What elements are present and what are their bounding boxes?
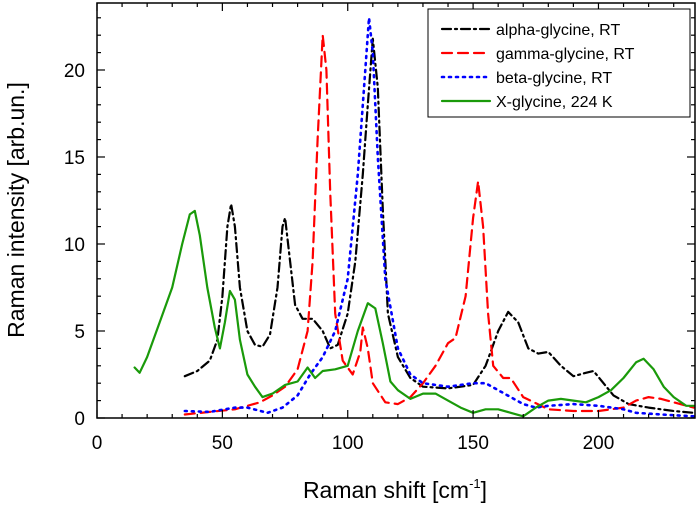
plot-frame bbox=[96, 2, 696, 419]
x-tick-label: 150 bbox=[457, 433, 489, 454]
legend-box bbox=[427, 8, 691, 118]
y-tick-label: 5 bbox=[74, 322, 85, 343]
ticks-layer: 0 50 100 150 200 0 5 10 15 20 bbox=[64, 3, 695, 454]
x-axis-title-close: ] bbox=[481, 477, 487, 503]
y-tick-label: 0 bbox=[74, 409, 85, 430]
x-tick-label: 0 bbox=[92, 433, 103, 454]
series-layer bbox=[133, 16, 695, 418]
x-axis-title-main: Raman shift [cm bbox=[303, 477, 469, 503]
x-tick-label: 50 bbox=[212, 433, 233, 454]
x-axis-title-sup: -1 bbox=[469, 476, 481, 491]
x-tick-label: 100 bbox=[332, 433, 364, 454]
y-axis-title: Raman intensity [arb.un.] bbox=[3, 82, 29, 338]
y-tick-label: 10 bbox=[64, 235, 85, 256]
legend-label-0: alpha-glycine, RT bbox=[496, 22, 620, 39]
legend-label-3: X-glycine, 224 K bbox=[496, 94, 613, 111]
y-tick-label: 15 bbox=[64, 148, 85, 169]
legend: alpha-glycine, RT gamma-glycine, RT beta-g… bbox=[427, 8, 691, 118]
series-line-3 bbox=[133, 209, 695, 418]
x-tick-label: 200 bbox=[583, 433, 615, 454]
x-axis-title: Raman shift [cm-1] bbox=[303, 476, 487, 503]
legend-label-2: beta-glycine, RT bbox=[496, 70, 612, 87]
series-line-1 bbox=[183, 34, 695, 416]
legend-label-1: gamma-glycine, RT bbox=[496, 46, 635, 63]
y-tick-label: 20 bbox=[64, 61, 85, 82]
series-line-2 bbox=[183, 16, 695, 418]
